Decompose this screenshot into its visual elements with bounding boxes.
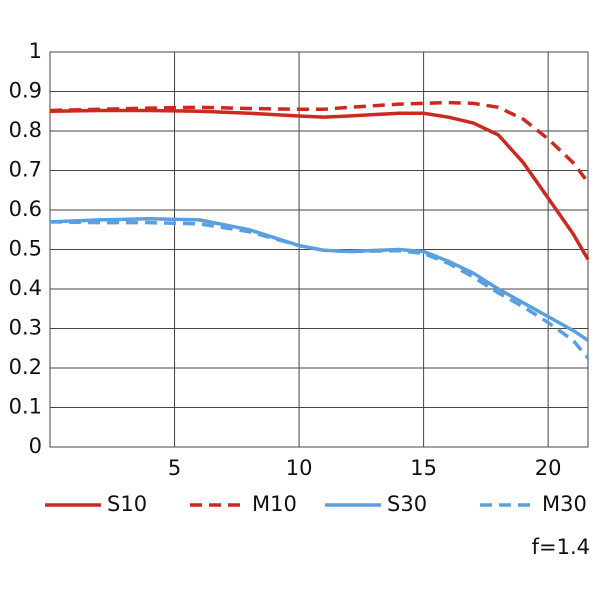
x-tick-label: 20 [535, 456, 562, 480]
legend-label: M10 [252, 492, 297, 516]
legend-label: M30 [542, 492, 587, 516]
series-line [49, 220, 590, 360]
x-tick-label: 5 [168, 456, 181, 480]
y-tick-label: 0.4 [9, 276, 42, 300]
y-tick-label: 0.5 [9, 237, 42, 261]
y-tick-label: 0.3 [9, 316, 42, 340]
annotation: f=1.4 [532, 535, 590, 559]
x-tick-label: 10 [286, 456, 313, 480]
y-tick-label: 0.6 [9, 197, 42, 221]
y-tick-label: 1 [29, 39, 42, 63]
y-tick-label: 0.9 [9, 79, 42, 103]
y-tick-label: 0 [29, 434, 42, 458]
series-line [49, 216, 589, 342]
series-line [49, 108, 590, 261]
y-tick-label: 0.2 [9, 355, 42, 379]
y-tick-label: 0.1 [9, 395, 42, 419]
y-tick-label: 0.7 [9, 158, 42, 182]
legend-label: S30 [387, 492, 427, 516]
legend-label: S10 [107, 492, 147, 516]
series-line [49, 100, 590, 184]
y-tick-label: 0.8 [9, 118, 42, 142]
x-tick-label: 15 [410, 456, 437, 480]
